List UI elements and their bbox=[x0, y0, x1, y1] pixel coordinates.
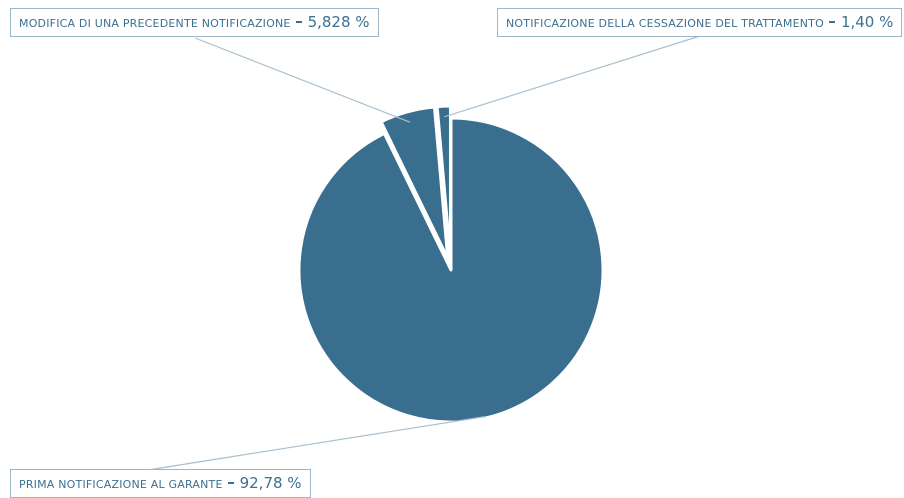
category-name: PRIMA NOTIFICAZIONE AL GARANTE bbox=[19, 478, 223, 491]
value-label: 5,828 % bbox=[307, 13, 370, 31]
value-label: 92,78 % bbox=[239, 474, 302, 492]
leader-line bbox=[147, 416, 485, 471]
category-name: NOTIFICAZIONE DELLA CESSAZIONE DEL TRATT… bbox=[506, 17, 824, 30]
slice-label: NOTIFICAZIONE DELLA CESSAZIONE DEL TRATT… bbox=[497, 8, 903, 37]
category-name: MODIFICA DI UNA PRECEDENTE NOTIFICAZIONE bbox=[19, 17, 291, 30]
separator bbox=[295, 21, 302, 23]
leader-line bbox=[194, 37, 411, 123]
value-label: 1,40 % bbox=[840, 13, 894, 31]
slice-label: MODIFICA DI UNA PRECEDENTE NOTIFICAZIONE… bbox=[10, 8, 379, 37]
pie-slice bbox=[379, 105, 450, 260]
separator bbox=[227, 482, 234, 484]
leader-line bbox=[444, 35, 701, 118]
pie-slice bbox=[435, 104, 452, 260]
pie-slice bbox=[297, 116, 605, 424]
separator bbox=[828, 21, 835, 23]
slice-label: PRIMA NOTIFICAZIONE AL GARANTE 92,78 % bbox=[10, 469, 311, 498]
